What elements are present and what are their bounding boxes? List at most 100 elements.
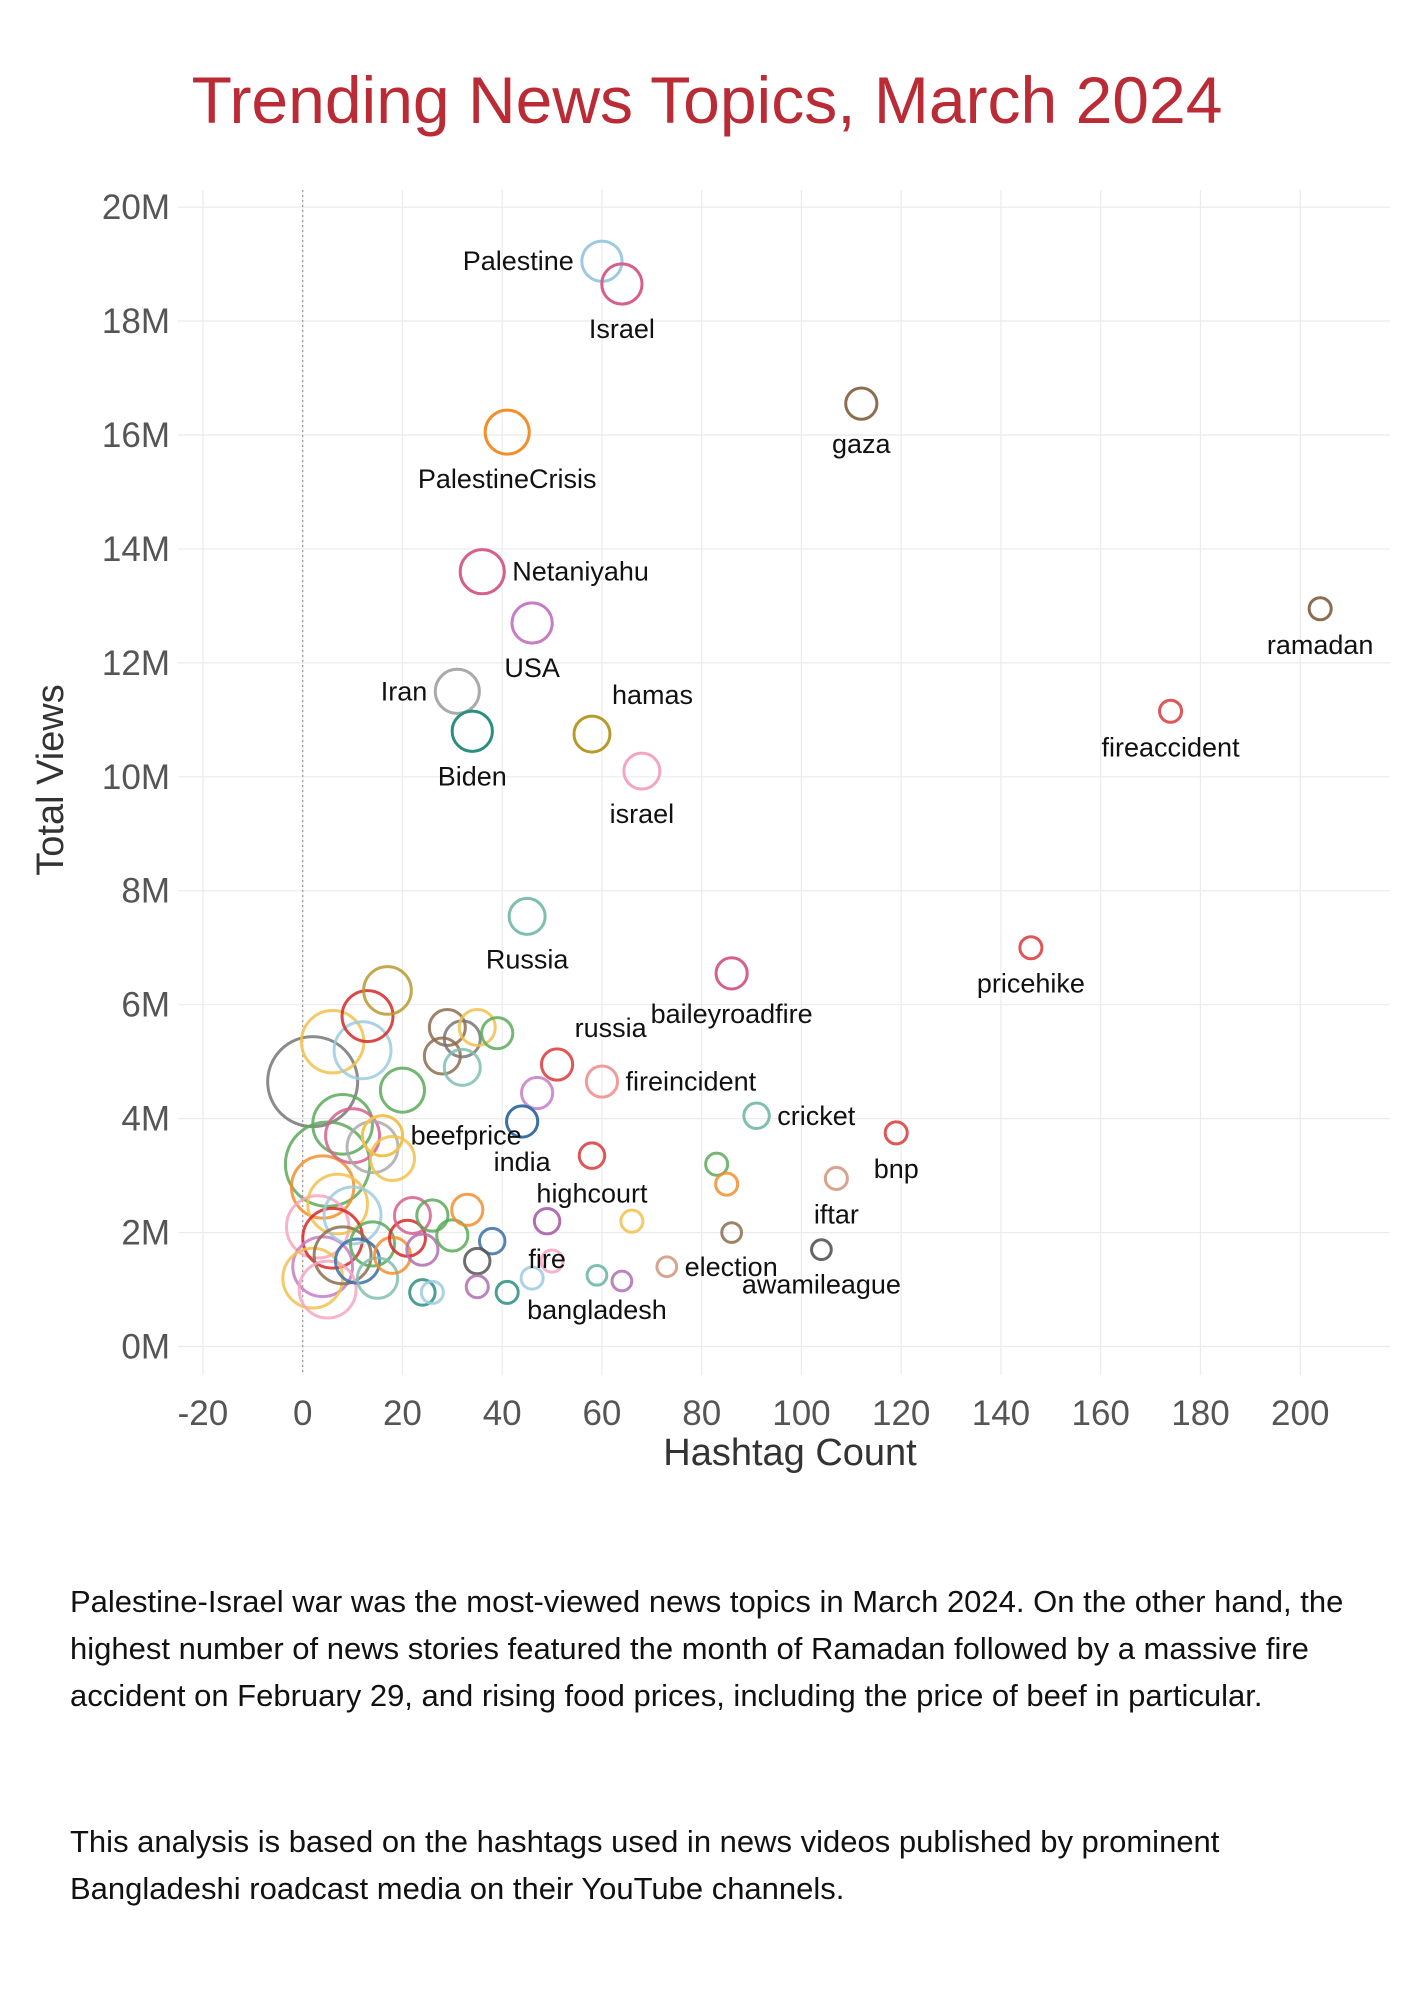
point-label: highcourt bbox=[536, 1178, 648, 1208]
bubble-point[interactable] bbox=[297, 1259, 358, 1320]
y-axis-label: Total Views bbox=[30, 684, 72, 876]
bubble-point[interactable] bbox=[720, 1221, 743, 1244]
point-label: pricehike bbox=[977, 969, 1085, 999]
bubble-point[interactable] bbox=[450, 1192, 485, 1227]
bubble-point-fire[interactable] bbox=[532, 1206, 562, 1236]
bubble-point[interactable] bbox=[422, 1036, 462, 1076]
bubble-point[interactable] bbox=[610, 1269, 634, 1293]
bubble-point[interactable] bbox=[332, 1020, 393, 1081]
point-label: Iran bbox=[381, 676, 428, 706]
bubble-point[interactable] bbox=[405, 1232, 440, 1267]
bubble-point-fireaccident[interactable] bbox=[1158, 698, 1184, 724]
y-tick-label: 8M bbox=[121, 872, 170, 911]
scatter-chart: -20 0 20 40 60 80 100 120 140 160 180 200 0M 2M 4M 6M 8M… bbox=[30, 188, 1390, 1474]
bubble-point[interactable] bbox=[355, 1256, 400, 1300]
axes: -20 0 20 40 60 80 100 120 140 160 180 200 0M 2M 4M 6M 8M… bbox=[102, 188, 1330, 1433]
bubble-point[interactable] bbox=[392, 1195, 432, 1235]
x-tick-label: 40 bbox=[483, 1394, 522, 1433]
point-label: Netaniyahu bbox=[512, 557, 649, 587]
point-label: awamileague bbox=[742, 1270, 901, 1300]
bubble-point[interactable] bbox=[463, 1246, 492, 1276]
caption-paragraph-2: This analysis is based on the hashtags u… bbox=[70, 1824, 1220, 1906]
x-tick-label: 80 bbox=[682, 1394, 721, 1433]
bubble-point[interactable] bbox=[427, 1007, 467, 1047]
x-tick-label: 120 bbox=[872, 1394, 930, 1433]
point-label: hamas bbox=[612, 680, 693, 710]
point-label: baileyroadfire bbox=[651, 999, 813, 1029]
bubble-point[interactable] bbox=[378, 1066, 426, 1114]
bubble-point-hamas[interactable] bbox=[572, 714, 612, 754]
bubble-point-bnp[interactable] bbox=[883, 1120, 909, 1146]
bubble-point-netaniyahu[interactable] bbox=[458, 548, 506, 596]
bubble-point[interactable] bbox=[539, 1248, 565, 1274]
point-label: Biden bbox=[438, 761, 507, 791]
point-label: russia bbox=[575, 1013, 648, 1043]
x-tick-label: -20 bbox=[178, 1394, 229, 1433]
bubble-point[interactable] bbox=[322, 1185, 383, 1246]
bubble-point-pricehike[interactable] bbox=[1018, 935, 1044, 961]
point-label: india bbox=[494, 1147, 552, 1177]
bubble-point[interactable] bbox=[306, 1172, 369, 1236]
bubble-point[interactable] bbox=[714, 1171, 740, 1197]
bubble-point[interactable] bbox=[464, 1274, 490, 1300]
bubble-point-iran[interactable] bbox=[433, 667, 481, 715]
bubble-point-cricket[interactable] bbox=[742, 1101, 771, 1131]
bubble-point[interactable] bbox=[312, 1225, 373, 1286]
point-label: Israel bbox=[589, 314, 655, 344]
bubble-point-beefprice[interactable] bbox=[360, 1114, 405, 1158]
bubble-point[interactable] bbox=[368, 1134, 417, 1183]
bubble-point[interactable] bbox=[477, 1226, 507, 1256]
bubble-point-gaza[interactable] bbox=[844, 386, 879, 421]
bubble-point-biden[interactable] bbox=[450, 709, 494, 753]
y-tick-label: 14M bbox=[102, 530, 170, 569]
bubble-point[interactable] bbox=[457, 1007, 497, 1047]
bubble-point[interactable] bbox=[519, 1265, 545, 1291]
bubble-point[interactable] bbox=[415, 1198, 450, 1233]
bubble-point[interactable] bbox=[311, 1092, 374, 1156]
y-tick-label: 10M bbox=[102, 758, 170, 797]
bubble-point[interactable] bbox=[340, 989, 395, 1044]
point-label: fireincident bbox=[626, 1067, 757, 1097]
y-tick-label: 16M bbox=[102, 416, 170, 455]
bubble-point[interactable] bbox=[619, 1208, 645, 1234]
y-tick-label: 18M bbox=[102, 302, 170, 341]
bubble-point-awamileague[interactable] bbox=[810, 1238, 833, 1262]
bubble-point-bangladesh[interactable] bbox=[585, 1263, 609, 1287]
bubble-point-palestinecrisis[interactable] bbox=[483, 408, 531, 456]
x-tick-label: 200 bbox=[1271, 1394, 1329, 1433]
bubble-point[interactable] bbox=[704, 1151, 730, 1177]
y-tick-label: 0M bbox=[121, 1328, 170, 1367]
bubble-point-israel[interactable] bbox=[600, 262, 644, 306]
bubble-point[interactable] bbox=[494, 1279, 520, 1305]
bubble-point-iftar[interactable] bbox=[823, 1165, 849, 1191]
bubble-point-russia[interactable] bbox=[507, 896, 547, 936]
bubble-point-israel[interactable] bbox=[622, 751, 662, 791]
x-tick-label: 60 bbox=[582, 1394, 621, 1433]
point-label: PalestineCrisis bbox=[418, 464, 597, 494]
bubble-point-highcourt[interactable] bbox=[577, 1141, 607, 1170]
bubble-point[interactable] bbox=[408, 1278, 437, 1307]
grid-lines bbox=[178, 190, 1390, 1375]
y-tick-label: 2M bbox=[121, 1214, 170, 1253]
bubble-point[interactable] bbox=[266, 1035, 360, 1129]
bubble-point-russia[interactable] bbox=[539, 1047, 575, 1082]
bubble-point[interactable] bbox=[435, 1218, 470, 1253]
bubble-point[interactable] bbox=[283, 1120, 372, 1208]
bubble-point[interactable] bbox=[520, 1075, 555, 1111]
point-label: fireaccident bbox=[1102, 732, 1241, 762]
bubble-point-fireincident[interactable] bbox=[584, 1064, 620, 1099]
bubble-point-usa[interactable] bbox=[510, 601, 554, 645]
bubble-point[interactable] bbox=[419, 1279, 445, 1305]
bubble-points bbox=[266, 239, 1333, 1320]
bubble-point[interactable] bbox=[442, 1047, 482, 1087]
bubble-point-election[interactable] bbox=[655, 1255, 679, 1279]
y-tick-label: 4M bbox=[121, 1100, 170, 1139]
bubble-point-ramadan[interactable] bbox=[1307, 596, 1333, 622]
point-label: Russia bbox=[486, 944, 570, 974]
bubble-point-baileyroadfire[interactable] bbox=[714, 956, 749, 991]
bubble-point[interactable] bbox=[480, 1016, 515, 1051]
point-label: Palestine bbox=[463, 246, 574, 276]
bubble-point[interactable] bbox=[362, 965, 413, 1016]
bubble-point-india[interactable] bbox=[505, 1104, 540, 1139]
bubble-point[interactable] bbox=[348, 1220, 397, 1268]
